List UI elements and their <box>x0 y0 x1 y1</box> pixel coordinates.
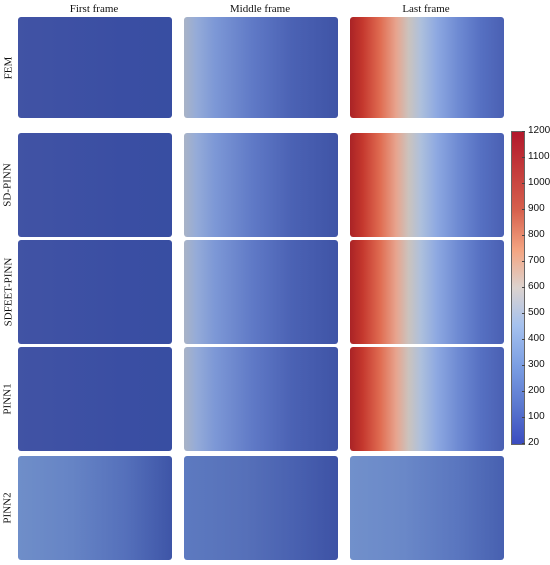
panel-sd-pinn-first <box>18 133 172 237</box>
colorbar-tick-300: 300 <box>522 359 545 371</box>
column-title-middle: Middle frame <box>229 3 291 15</box>
panel-sdfeet-pinn-last <box>350 240 504 344</box>
colorbar-tick-100: 100 <box>522 411 545 423</box>
colorbar-tick-200: 200 <box>522 385 545 397</box>
colorbar-tick-20: 20 <box>521 437 539 449</box>
colorbar-tick-1000: 1000 <box>521 177 550 189</box>
row-label-sd-pinn: SD-PINN <box>2 163 14 207</box>
row-label-pinn1: PINN1 <box>2 383 15 415</box>
panel-sdfeet-pinn-middle <box>184 240 338 344</box>
panel-pinn1-last <box>350 347 504 451</box>
panel-sd-pinn-last <box>350 133 504 237</box>
colorbar-tick-600: 600 <box>522 281 545 293</box>
column-title-first: First frame <box>69 3 119 15</box>
colorbar-tick-1200: 1200 <box>521 125 550 137</box>
colorbar-tick-800: 800 <box>522 229 545 241</box>
panel-fem-middle <box>184 17 338 118</box>
panel-fem-last <box>350 17 504 118</box>
panel-sd-pinn-middle <box>184 133 338 237</box>
column-title-last: Last frame <box>402 3 450 15</box>
panel-fem-first <box>18 17 172 118</box>
panel-pinn1-first <box>18 347 172 451</box>
panel-pinn2-first <box>18 456 172 560</box>
panel-sdfeet-pinn-first <box>18 240 172 344</box>
colorbar-tick-400: 400 <box>522 333 545 345</box>
colorbar-tick-700: 700 <box>522 255 545 267</box>
colorbar-tick-1100: 1100 <box>522 151 550 163</box>
row-label-pinn2: PINN2 <box>2 492 15 524</box>
colorbar-tick-900: 900 <box>522 203 545 215</box>
row-label-sdfeet-pinn: SDFEET-PINN <box>2 257 15 327</box>
row-label-fem: FEM <box>2 56 14 79</box>
panel-pinn2-middle <box>184 456 338 560</box>
colorbar-tick-500: 500 <box>522 307 545 319</box>
colorbar <box>511 131 525 445</box>
panel-pinn2-last <box>350 456 504 560</box>
panel-pinn1-middle <box>184 347 338 451</box>
